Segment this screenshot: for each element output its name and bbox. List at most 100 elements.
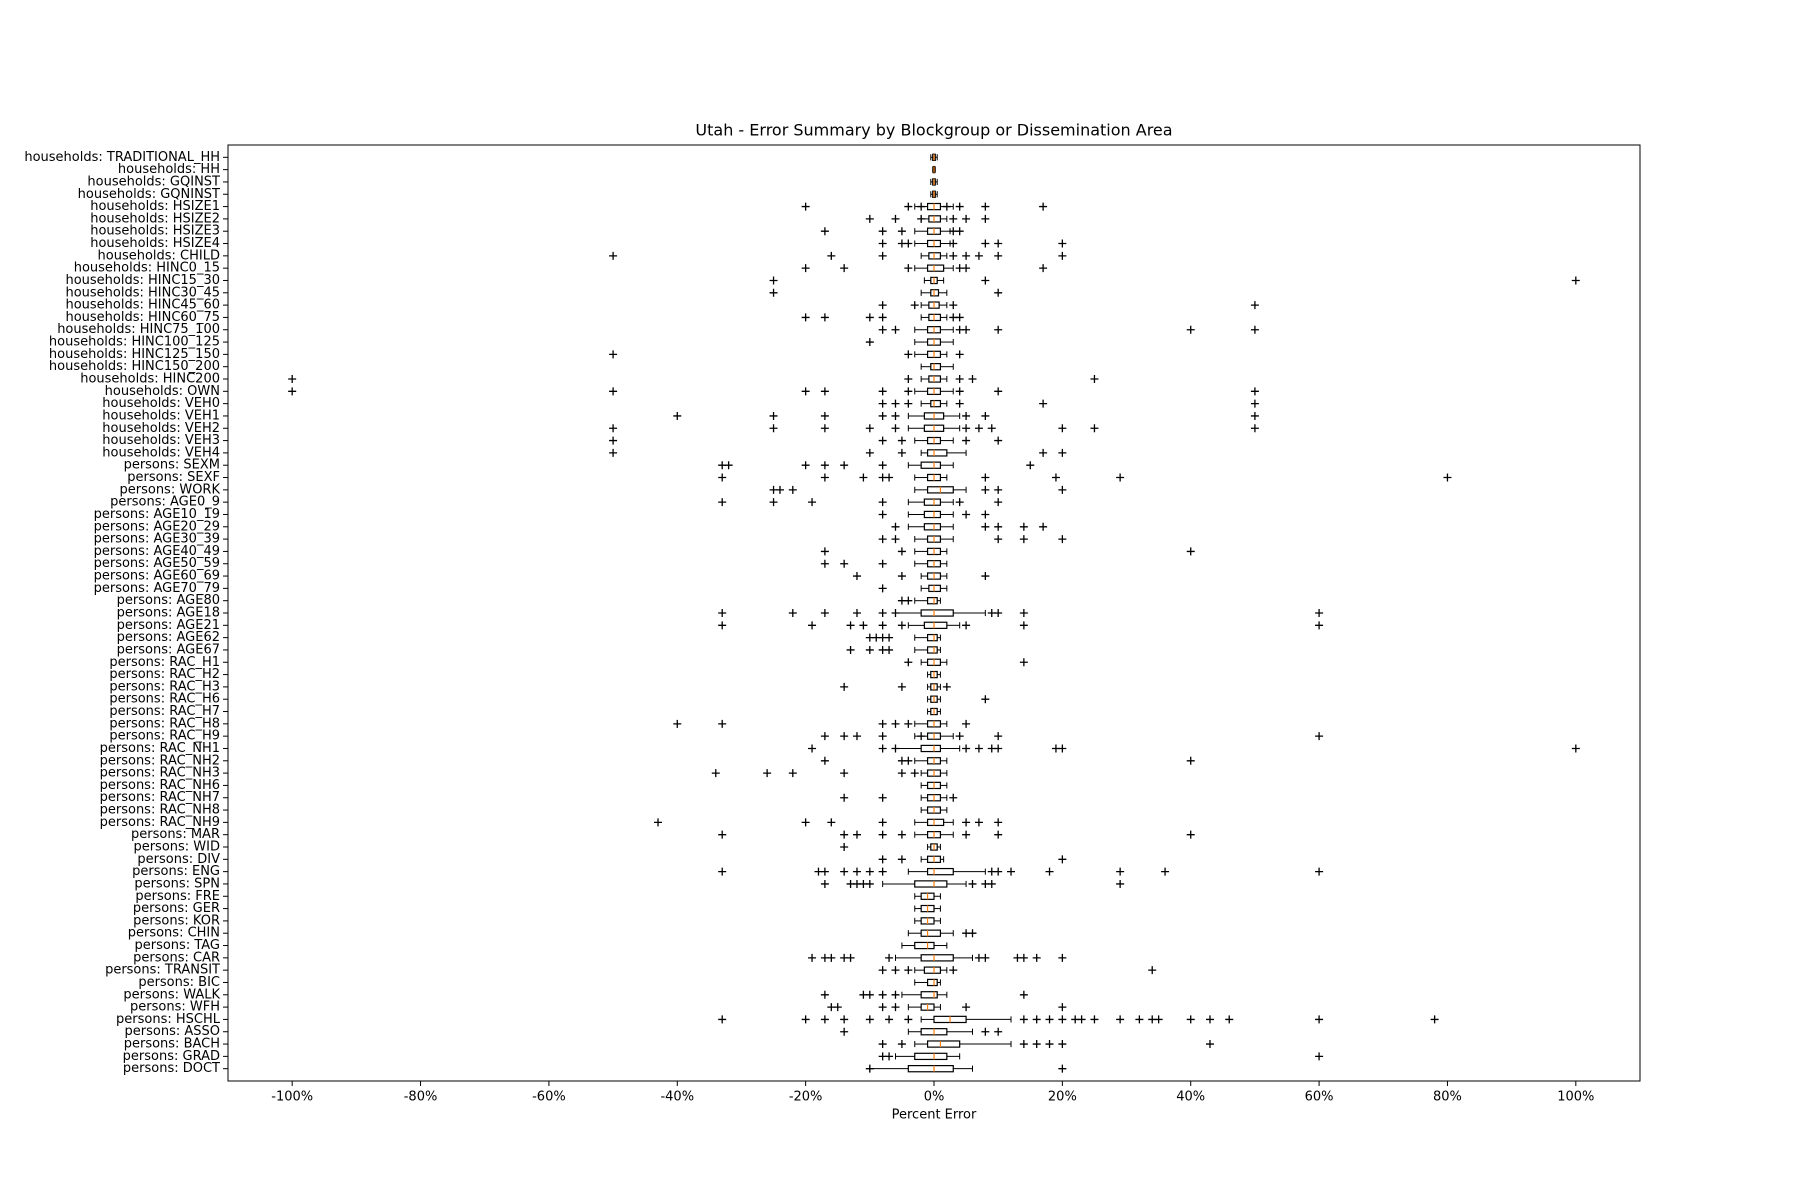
y-tick-label: households: HINC200 [80, 372, 220, 387]
outlier [981, 695, 990, 704]
y-tick-label: households: VEH1 [102, 408, 220, 423]
outlier [897, 855, 906, 864]
y-tick-label: persons: BIC [138, 975, 220, 990]
outlier [852, 867, 861, 876]
outlier [994, 830, 1003, 839]
outlier [981, 473, 990, 482]
outlier [1315, 867, 1324, 876]
outlier [981, 485, 990, 494]
chart-title: Utah - Error Summary by Blockgroup or Di… [695, 121, 1172, 140]
outlier [1058, 485, 1067, 494]
y-tick-label: households: HINC0_15 [74, 261, 220, 276]
outlier [1058, 1040, 1067, 1049]
y-tick-label: persons: AGE40_49 [94, 544, 220, 559]
outlier [859, 621, 868, 630]
outlier [788, 485, 797, 494]
outlier [1026, 461, 1035, 470]
y-tick-label: persons: KOR [133, 913, 220, 928]
outlier [1051, 473, 1060, 482]
outlier [878, 867, 887, 876]
outlier [1019, 990, 1028, 999]
x-tick-label: 40% [1176, 1090, 1205, 1105]
outlier [962, 424, 971, 433]
y-tick-label: persons: RAC_NH1 [100, 741, 220, 756]
outlier [820, 867, 829, 876]
outlier [1019, 535, 1028, 544]
outlier [904, 966, 913, 975]
outlier [942, 682, 951, 691]
outlier [981, 522, 990, 531]
y-tick-label: households: OWN [105, 384, 220, 399]
x-tick-label: 20% [1048, 1090, 1077, 1105]
box [926, 597, 938, 605]
box [930, 289, 940, 297]
box [914, 1052, 948, 1061]
outlier [865, 448, 874, 457]
outlier [878, 399, 887, 408]
outlier [673, 719, 682, 728]
outlier [1186, 547, 1195, 556]
outlier [852, 830, 861, 839]
outlier [1090, 424, 1099, 433]
outlier [897, 227, 906, 236]
outlier [878, 830, 887, 839]
outlier [820, 732, 829, 741]
outlier [897, 547, 906, 556]
x-tick-label: -80% [404, 1090, 438, 1105]
outlier [904, 387, 913, 396]
outlier [1571, 276, 1580, 285]
outlier [994, 609, 1003, 617]
outlier [994, 498, 1003, 507]
outlier [1045, 1015, 1054, 1024]
outlier [1250, 424, 1259, 433]
outlier [878, 535, 887, 544]
box [923, 510, 942, 519]
y-tick-label: persons: CHIN [128, 926, 220, 941]
outlier [769, 411, 778, 420]
outlier [1058, 744, 1067, 753]
outlier [769, 498, 778, 507]
y-tick-label: households: HSIZE3 [90, 224, 220, 239]
y-tick-label: households: HINC100_125 [49, 335, 220, 350]
outlier [808, 498, 817, 507]
y-tick-label: persons: GRAD [123, 1049, 220, 1064]
outlier [865, 214, 874, 223]
outlier [994, 522, 1003, 531]
outlier [788, 609, 797, 617]
outlier [1090, 1015, 1099, 1024]
outlier [994, 387, 1003, 396]
y-tick-label: households: GQINST [87, 174, 220, 189]
outlier [897, 436, 906, 445]
outlier [878, 966, 887, 975]
x-tick-label: 80% [1433, 1090, 1462, 1105]
outlier [917, 732, 926, 741]
outlier [718, 621, 727, 630]
y-tick-label: households: HSIZE4 [90, 236, 220, 251]
outlier [718, 609, 727, 617]
outlier [968, 375, 977, 383]
outlier [846, 645, 855, 654]
outlier [1019, 609, 1028, 617]
box [926, 449, 948, 457]
outlier [288, 387, 297, 396]
outlier [878, 818, 887, 827]
box [926, 818, 945, 827]
outlier [891, 535, 900, 544]
outlier [820, 609, 829, 617]
outlier [981, 214, 990, 223]
outlier [1039, 202, 1048, 211]
y-tick-label: persons: ASSO [125, 1024, 220, 1039]
outlier [1039, 448, 1048, 457]
y-tick-label: persons: RAC_NH6 [100, 778, 220, 793]
outlier [865, 424, 874, 433]
outlier [820, 756, 829, 765]
outlier [1205, 1040, 1214, 1049]
outlier [987, 424, 996, 433]
outlier [981, 1027, 990, 1036]
y-tick-label: persons: RAC_H1 [109, 655, 220, 670]
outlier [962, 264, 971, 273]
outlier [878, 436, 887, 445]
box [920, 461, 942, 469]
outlier [1225, 1015, 1234, 1024]
outlier [1315, 1052, 1324, 1061]
